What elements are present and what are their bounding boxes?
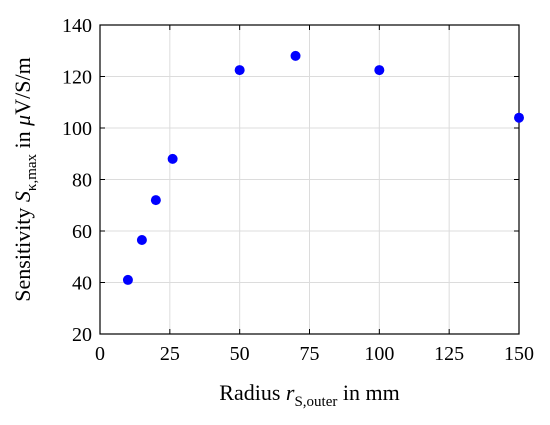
data-point bbox=[122, 274, 133, 285]
data-point bbox=[290, 50, 301, 61]
x-axis-title-suffix: in mm bbox=[337, 380, 399, 405]
y-axis-title: Sensitivity Sκ,max in μV/S/m bbox=[10, 57, 40, 301]
y-tick-label: 20 bbox=[72, 324, 92, 346]
y-tick-label: 80 bbox=[72, 170, 92, 192]
y-tick-label: 140 bbox=[62, 15, 92, 37]
y-axis-title-unit-symbol: μ bbox=[10, 115, 35, 127]
y-tick-label: 60 bbox=[72, 221, 92, 243]
y-tick-label: 100 bbox=[62, 118, 92, 140]
data-point bbox=[150, 195, 161, 206]
x-tick-label: 50 bbox=[230, 343, 250, 365]
x-tick-label: 25 bbox=[160, 343, 180, 365]
y-axis-title-unit: V/S/m bbox=[10, 57, 35, 114]
x-axis-title-subscript: S,outer bbox=[294, 394, 337, 410]
data-points bbox=[122, 50, 524, 285]
axis-ticks: 0 25 50 75 100 125 150 20 40 60 80 100 120 140 bbox=[62, 15, 534, 365]
data-point bbox=[234, 65, 245, 76]
x-tick-label: 150 bbox=[504, 343, 534, 365]
data-point bbox=[136, 235, 147, 246]
y-axis-title-subscript: κ,max bbox=[24, 153, 40, 191]
data-point bbox=[167, 153, 178, 164]
data-point bbox=[374, 65, 385, 76]
data-point bbox=[514, 112, 524, 123]
y-tick-label: 120 bbox=[62, 67, 92, 89]
x-tick-label: 0 bbox=[95, 343, 105, 365]
x-tick-label: 100 bbox=[364, 343, 394, 365]
x-axis-title: Radius rS,outer in mm bbox=[219, 380, 399, 410]
x-tick-label: 125 bbox=[434, 343, 464, 365]
y-axis-title-middle: in bbox=[10, 126, 35, 154]
x-tick-label: 75 bbox=[300, 343, 320, 365]
y-axis-title-symbol: S bbox=[10, 191, 35, 202]
x-axis-title-symbol: r bbox=[286, 380, 295, 405]
x-axis-title-prefix: Radius bbox=[219, 380, 286, 405]
y-tick-label: 40 bbox=[72, 273, 92, 295]
grid-lines bbox=[99, 24, 520, 335]
y-axis-title-prefix: Sensitivity bbox=[10, 202, 35, 302]
